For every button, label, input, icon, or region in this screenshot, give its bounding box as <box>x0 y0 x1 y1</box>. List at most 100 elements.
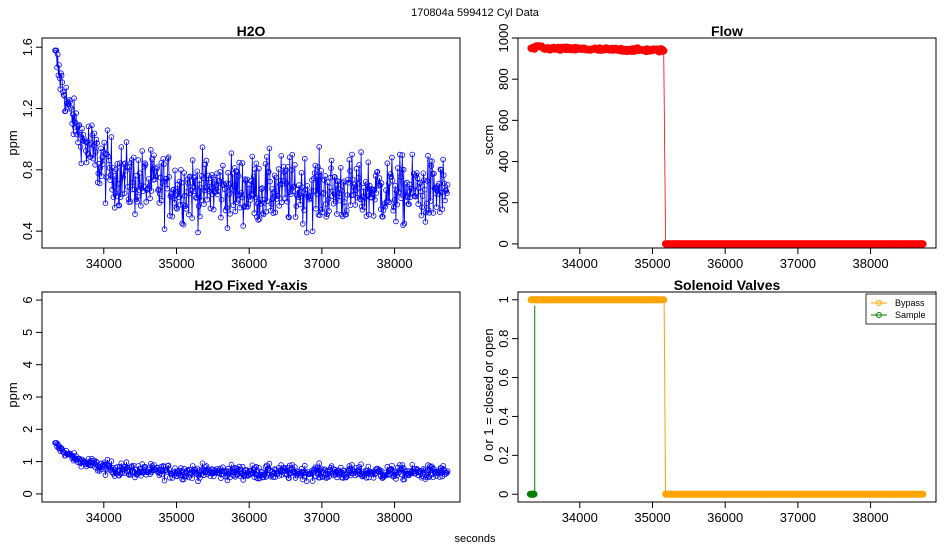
data-point <box>400 222 406 228</box>
y-tick-label: 0 <box>496 491 511 498</box>
data-point <box>260 474 267 481</box>
data-point <box>264 198 271 204</box>
data-point <box>107 177 113 183</box>
data-point <box>176 194 182 201</box>
data-point <box>115 202 122 208</box>
data-point <box>288 167 295 173</box>
data-point <box>151 152 157 159</box>
data-point <box>426 210 433 216</box>
data-point <box>194 168 201 175</box>
ylabel-h2o-fixed: ppm <box>5 382 20 407</box>
title-flow: Flow <box>711 23 743 39</box>
data-point <box>70 111 76 118</box>
data-point <box>422 219 429 225</box>
plot-area <box>526 296 927 498</box>
x-tick-label: 36000 <box>231 510 267 525</box>
data-point <box>269 195 276 202</box>
data-point <box>325 196 332 203</box>
data-point <box>349 176 356 183</box>
data-point <box>358 461 364 468</box>
data-point <box>95 170 102 177</box>
data-point <box>181 170 188 176</box>
data-point <box>149 166 156 173</box>
data-point <box>322 173 328 179</box>
data-point <box>113 193 120 200</box>
data-point <box>311 467 317 473</box>
data-point <box>228 150 235 157</box>
data-point <box>178 167 184 173</box>
data-point <box>97 165 104 171</box>
data-point <box>178 179 185 186</box>
data-point <box>406 201 412 208</box>
data-point <box>259 185 266 191</box>
data-point <box>299 468 306 475</box>
data-point <box>186 474 192 481</box>
data-point <box>438 167 444 173</box>
data-point <box>189 215 195 221</box>
data-point <box>146 183 153 189</box>
data-point <box>224 205 230 211</box>
data-point <box>233 199 240 206</box>
data-point <box>256 475 263 482</box>
data-point <box>345 179 352 186</box>
data-point <box>273 196 280 202</box>
data-point <box>308 188 315 195</box>
data-point <box>127 199 134 205</box>
data-point <box>152 172 159 179</box>
data-point <box>200 175 207 181</box>
data-point <box>419 193 426 199</box>
data-point <box>309 177 315 184</box>
data-point <box>248 191 255 197</box>
data-point <box>240 223 247 229</box>
data-point <box>366 182 373 189</box>
data-point <box>415 201 422 207</box>
data-point <box>117 160 123 167</box>
data-point <box>92 464 98 470</box>
data-point <box>195 229 201 236</box>
data-point <box>365 159 372 166</box>
data-point <box>201 201 207 208</box>
data-point <box>161 161 167 168</box>
data-point <box>179 220 186 227</box>
data-point <box>218 214 224 221</box>
data-point <box>271 189 277 195</box>
title-valves: Solenoid Valves <box>674 277 781 293</box>
data-point <box>77 144 84 150</box>
plot-frame <box>41 291 461 503</box>
data-point <box>180 202 186 208</box>
data-point <box>424 178 431 184</box>
data-point <box>235 173 242 179</box>
data-point <box>429 158 435 165</box>
data-point <box>388 174 395 180</box>
data-point <box>401 220 408 227</box>
data-point <box>202 161 209 168</box>
data-point <box>116 202 123 209</box>
data-point <box>205 172 212 179</box>
data-point <box>159 471 165 478</box>
data-point <box>143 199 150 205</box>
data-point <box>313 206 319 212</box>
data-point <box>286 475 292 481</box>
x-tick-label: 38000 <box>376 256 412 271</box>
data-point <box>401 476 408 483</box>
data-point <box>169 213 176 220</box>
data-point <box>76 122 83 128</box>
data-point <box>376 175 383 181</box>
data-point <box>193 194 200 201</box>
data-point <box>324 179 331 185</box>
data-point <box>361 204 368 210</box>
data-point <box>62 108 69 114</box>
data-point <box>328 165 334 172</box>
data-point <box>125 184 131 190</box>
x-tick-label: 38000 <box>852 256 888 271</box>
data-point <box>393 218 399 225</box>
data-point <box>79 125 85 132</box>
data-point <box>332 174 338 180</box>
data-point <box>119 470 125 477</box>
data-point <box>214 191 221 198</box>
data-point <box>258 201 264 207</box>
data-point <box>284 164 291 170</box>
data-point <box>180 221 187 228</box>
x-tick-label: 35000 <box>634 256 670 271</box>
x-tick-label: 37000 <box>304 256 340 271</box>
